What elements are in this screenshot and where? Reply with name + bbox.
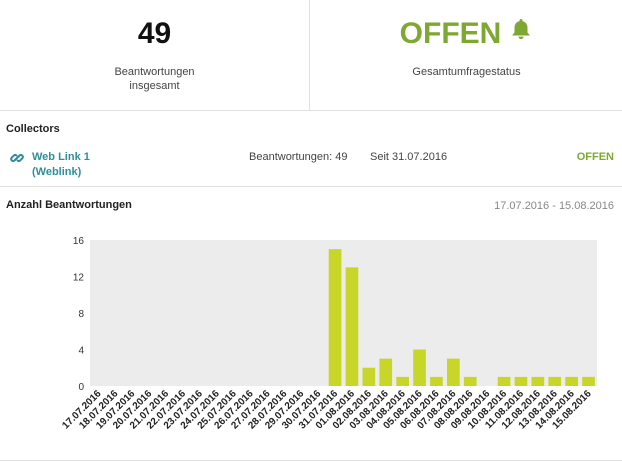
collectors-heading: Collectors xyxy=(6,123,60,135)
y-tick-label: 16 xyxy=(73,236,85,247)
collector-name-line1[interactable]: Web Link 1 xyxy=(32,151,90,163)
plot-area xyxy=(90,240,597,386)
chart-date-range: 17.07.2016 - 15.08.2016 xyxy=(494,200,614,212)
survey-status-card: OFFEN Gesamtumfragestatus xyxy=(311,0,622,110)
total-responses-label: Beantwortungen insgesamt xyxy=(0,65,309,93)
collector-since-date: Seit 31.07.2016 xyxy=(370,151,448,163)
total-responses-label-line2: insgesamt xyxy=(129,80,180,92)
bar-15.08.2016[interactable] xyxy=(582,376,595,386)
chart-title: Anzahl Beantwortungen xyxy=(6,199,132,211)
bar-02.08.2016[interactable] xyxy=(362,367,376,386)
y-tick-label: 0 xyxy=(78,382,84,393)
collector-name-line2[interactable]: (Weblink) xyxy=(32,166,82,178)
bar-11.08.2016[interactable] xyxy=(514,376,528,386)
bar-03.08.2016[interactable] xyxy=(379,358,393,386)
divider xyxy=(0,460,622,461)
bar-04.08.2016[interactable] xyxy=(396,376,409,386)
bar-01.08.2016[interactable] xyxy=(345,267,359,386)
bar-13.08.2016[interactable] xyxy=(548,376,562,386)
bar-06.08.2016[interactable] xyxy=(430,376,443,386)
survey-status-value: OFFEN xyxy=(311,16,622,52)
collector-responses: Beantwortungen: 49 xyxy=(249,151,348,163)
bar-07.08.2016[interactable] xyxy=(447,358,460,386)
bar-14.08.2016[interactable] xyxy=(565,376,578,386)
y-tick-label: 8 xyxy=(78,309,84,320)
y-tick-label: 12 xyxy=(73,273,85,284)
total-responses-label-line1: Beantwortungen xyxy=(114,66,195,78)
bar-31.07.2016[interactable] xyxy=(328,249,342,386)
bell-icon xyxy=(509,14,533,50)
total-responses-value: 49 xyxy=(137,17,172,50)
collector-name-link[interactable]: Web Link 1 (Weblink) xyxy=(32,150,90,180)
collector-row: Web Link 1 (Weblink) Beantwortungen: 49 … xyxy=(0,140,622,187)
collector-status: OFFEN xyxy=(576,151,614,163)
bar-05.08.2016[interactable] xyxy=(413,349,426,387)
link-icon xyxy=(10,151,24,170)
bar-12.08.2016[interactable] xyxy=(531,376,545,386)
bar-10.08.2016[interactable] xyxy=(497,376,511,386)
responses-bar-chart: 048121617.07.201618.07.201619.07.201620.… xyxy=(60,236,597,432)
survey-status-label: Gesamtumfragestatus xyxy=(412,66,521,78)
bar-08.08.2016[interactable] xyxy=(463,376,477,386)
summary-panel: 49 Beantwortungen insgesamt OFFEN Gesamt… xyxy=(0,0,622,111)
survey-status-text: OFFEN xyxy=(399,17,502,50)
y-tick-label: 4 xyxy=(78,346,84,357)
total-responses-card: 49 Beantwortungen insgesamt xyxy=(0,0,310,110)
